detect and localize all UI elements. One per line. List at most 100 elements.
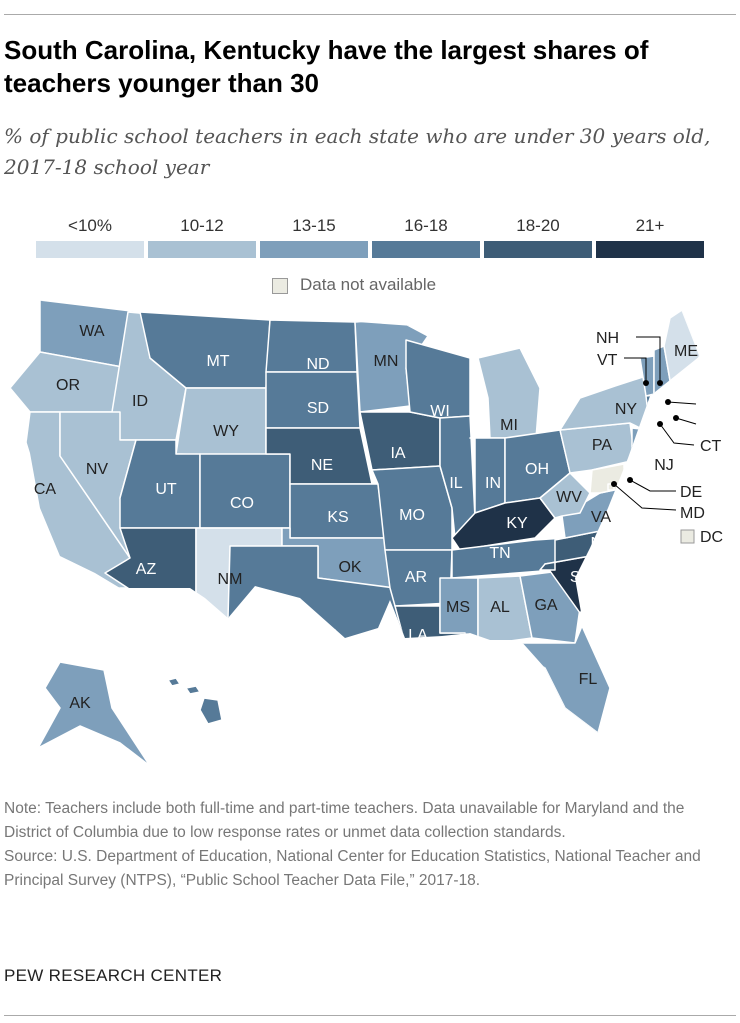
label-UT: UT xyxy=(155,481,177,498)
label-CT: CT xyxy=(700,438,722,455)
label-OR: OR xyxy=(56,377,80,394)
legend-swatch xyxy=(484,241,592,258)
label-AR: AR xyxy=(405,569,427,586)
state-CT xyxy=(647,411,669,431)
label-HI: HI xyxy=(174,705,190,722)
dot-CT xyxy=(657,421,663,427)
legend-item-10-12: 10-12 xyxy=(148,216,256,264)
label-MA: MA xyxy=(700,397,724,414)
legend-item-13-15: 13-15 xyxy=(260,216,368,264)
leader-lines xyxy=(613,336,697,511)
legend-swatch xyxy=(148,241,256,258)
pew-research-center-logo: PEW RESEARCH CENTER xyxy=(4,966,223,985)
state-NY xyxy=(559,375,653,431)
label-MN: MN xyxy=(374,353,399,370)
dot-NH xyxy=(657,380,663,386)
legend-swatch-not-available xyxy=(272,278,288,294)
state-NJ xyxy=(631,427,651,474)
label-IA: IA xyxy=(390,445,405,462)
label-ND: ND xyxy=(306,356,329,373)
color-legend: <10% 10-12 13-15 16-18 18-20 21+ xyxy=(36,216,706,266)
label-ID: ID xyxy=(132,393,148,410)
us-map: WA OR CA ID NV MT WY UT AZ CO NM ND SD N… xyxy=(10,300,724,767)
source: Source: U.S. Department of Education, Na… xyxy=(4,848,701,889)
label-MD: MD xyxy=(680,505,705,522)
legend-swatch xyxy=(36,241,144,258)
label-CO: CO xyxy=(230,495,254,512)
dot-VT xyxy=(643,380,649,386)
label-WA: WA xyxy=(79,323,105,340)
legend-swatch xyxy=(260,241,368,258)
leader-MA xyxy=(667,401,697,405)
leader-dots xyxy=(611,380,679,487)
label-GA: GA xyxy=(534,597,557,614)
label-SD: SD xyxy=(307,400,329,417)
legend-label: 16-18 xyxy=(404,216,448,235)
dot-MA xyxy=(665,399,671,405)
legend-item-18-20: 18-20 xyxy=(484,216,592,264)
leader-MD xyxy=(613,483,677,511)
label-MT: MT xyxy=(206,353,229,370)
label-MO: MO xyxy=(399,507,425,524)
note: Note: Teachers include both full-time an… xyxy=(4,800,685,841)
label-TN: TN xyxy=(489,545,510,562)
legend-swatch xyxy=(596,241,704,258)
top-rule xyxy=(4,14,736,15)
legend-item-lt10: <10% xyxy=(36,216,144,264)
label-LA: LA xyxy=(408,627,428,644)
leader-DE xyxy=(629,479,676,492)
label-AL: AL xyxy=(490,599,510,616)
leader-CT xyxy=(659,423,695,446)
label-TX: TX xyxy=(316,627,337,644)
bottom-rule xyxy=(4,1015,736,1016)
label-WI: WI xyxy=(430,403,450,420)
legend-label: 13-15 xyxy=(292,216,336,235)
state-AR xyxy=(384,549,453,607)
label-NV: NV xyxy=(86,461,109,478)
label-NM: NM xyxy=(218,571,243,588)
label-MI: MI xyxy=(500,417,518,434)
leader-RI xyxy=(675,417,697,425)
dc-swatch xyxy=(680,529,695,544)
state-WY xyxy=(175,387,267,457)
legend-label: 21+ xyxy=(635,216,665,235)
label-MS: MS xyxy=(446,599,470,616)
state-AK xyxy=(37,661,151,767)
label-FL: FL xyxy=(579,671,598,688)
label-NJ: NJ xyxy=(654,457,674,474)
label-NH: NH xyxy=(596,330,619,347)
label-VT: VT xyxy=(597,352,618,369)
label-VA: VA xyxy=(591,509,611,526)
label-KY: KY xyxy=(506,515,528,532)
note-text: Note: Teachers include both full-time an… xyxy=(4,797,728,893)
leader-VT xyxy=(624,357,647,383)
label-OH: OH xyxy=(525,461,549,478)
label-AZ: AZ xyxy=(136,561,157,578)
state-CO xyxy=(199,453,291,529)
legend-label: <10% xyxy=(68,216,112,235)
label-IL: IL xyxy=(449,475,462,492)
label-WV: WV xyxy=(556,489,582,506)
legend-label-not-available: Data not available xyxy=(300,275,437,294)
label-DE: DE xyxy=(680,484,702,501)
label-DC: DC xyxy=(700,529,723,546)
legend-label: 10-12 xyxy=(180,216,224,235)
label-NY: NY xyxy=(615,401,638,418)
dot-RI xyxy=(673,415,679,421)
leader-NH xyxy=(636,336,661,383)
state-HI xyxy=(167,677,223,725)
dot-DE xyxy=(627,477,633,483)
chart-subtitle: % of public school teachers in each stat… xyxy=(4,124,711,179)
label-AK: AK xyxy=(69,695,91,712)
label-IN: IN xyxy=(485,475,501,492)
legend-swatch xyxy=(372,241,480,258)
legend-item-21plus: 21+ xyxy=(596,216,704,264)
label-NE: NE xyxy=(311,457,333,474)
label-RI: RI xyxy=(700,417,716,434)
chart-title: South Carolina, Kentucky have the larges… xyxy=(4,35,649,98)
label-ME: ME xyxy=(674,343,698,360)
label-PA: PA xyxy=(592,437,612,454)
label-KS: KS xyxy=(327,509,348,526)
dot-MD xyxy=(611,481,617,487)
label-WY: WY xyxy=(213,423,239,440)
